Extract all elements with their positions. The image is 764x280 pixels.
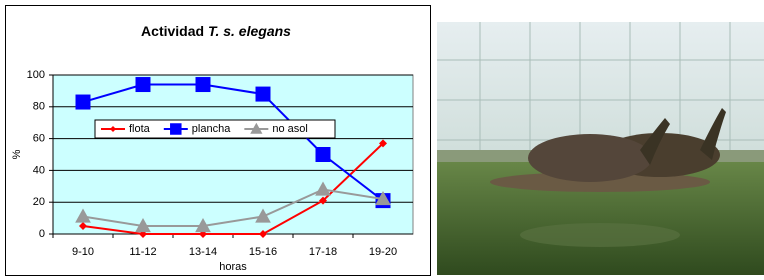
marker	[136, 78, 150, 92]
x-tick-label: 17-18	[309, 246, 337, 258]
x-tick-label: 15-16	[249, 246, 277, 258]
x-tick-label: 9-10	[72, 246, 94, 258]
legend-label: flota	[129, 123, 151, 135]
chart-title: Actividad T. s. elegans	[141, 23, 291, 39]
x-tick-label: 19-20	[369, 246, 397, 258]
x-tick-label: 13-14	[189, 246, 217, 258]
y-tick-label: 0	[39, 228, 45, 240]
figure: Actividad T. s. elegans 0 20 40 60 80 100 9-10…	[0, 0, 764, 280]
marker	[76, 95, 90, 109]
page: {"chart_data": {"type": "line", "title":…	[0, 0, 764, 280]
plot-area	[53, 75, 413, 234]
legend-label: no asol	[272, 123, 307, 135]
y-tick-label: 40	[33, 164, 45, 176]
legend-label: plancha	[192, 123, 231, 135]
x-tick-label: 11-12	[129, 246, 156, 258]
marker	[316, 148, 330, 162]
x-axis-label: horas	[219, 261, 247, 273]
y-tick-label: 100	[27, 69, 45, 81]
marker	[196, 78, 210, 92]
marker	[256, 87, 270, 101]
y-tick-label: 60	[33, 133, 45, 145]
y-tick-label: 20	[33, 196, 45, 208]
marker	[171, 124, 182, 135]
y-axis-label: %	[11, 149, 23, 159]
y-tick-label: 80	[33, 101, 45, 113]
photo	[437, 22, 764, 275]
